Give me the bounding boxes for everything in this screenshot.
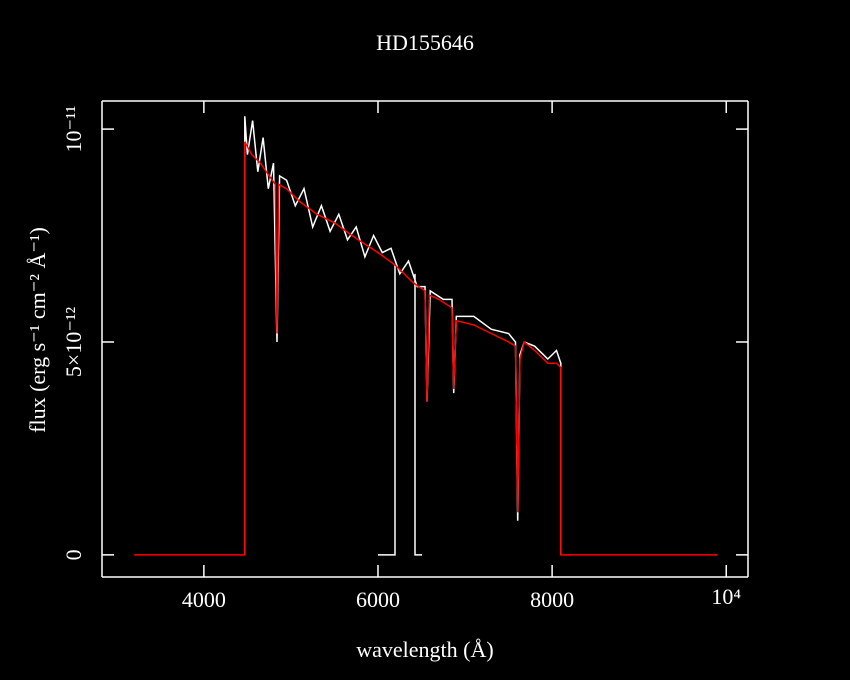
x-tick-label: 4000 xyxy=(182,587,226,612)
plot-frame xyxy=(101,100,749,578)
y-axis-label: flux (erg s⁻¹ cm⁻² Å⁻¹) xyxy=(25,227,50,433)
chart-title: HD155646 xyxy=(376,30,474,55)
spectrum-line xyxy=(134,141,718,556)
x-axis-label: wavelength (Å) xyxy=(356,637,493,662)
x-tick-label: 6000 xyxy=(356,587,400,612)
x-tick-label: 10⁴ xyxy=(711,584,741,609)
spectrum-line xyxy=(244,116,562,556)
x-tick-label: 8000 xyxy=(530,587,574,612)
y-tick-label: 5×10⁻¹² xyxy=(61,306,86,377)
y-tick-label: 0 xyxy=(61,549,86,560)
y-tick-label: 10⁻¹¹ xyxy=(61,106,86,153)
